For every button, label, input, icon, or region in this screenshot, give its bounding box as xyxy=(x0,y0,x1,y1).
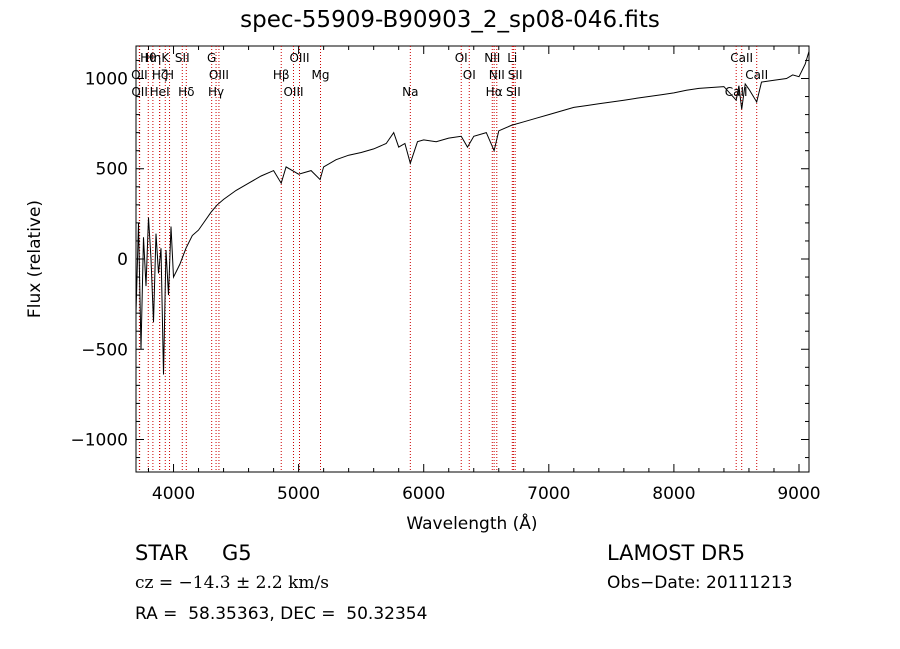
line-marker-label: SII xyxy=(175,51,190,65)
line-marker-label: SII xyxy=(506,85,521,99)
line-marker-label: CaII xyxy=(745,68,768,82)
x-tick-label: 9000 xyxy=(777,484,820,504)
line-marker-label: Mg xyxy=(312,68,330,82)
x-axis-label: Wavelength (Å) xyxy=(406,512,537,534)
line-marker-label: K xyxy=(161,51,170,65)
x-tick-label: 7000 xyxy=(527,484,570,504)
chart-title: spec-55909-B90903_2_sp08-046.fits xyxy=(240,7,660,33)
line-marker-label: OII xyxy=(131,68,148,82)
line-marker-label: Hγ xyxy=(208,85,224,99)
line-marker-label: CaII xyxy=(730,51,753,65)
line-marker-label: NII xyxy=(484,51,500,65)
survey-name: LAMOST DR5 xyxy=(607,541,746,565)
line-marker-label: OIII xyxy=(289,51,309,65)
line-marker-label: Hα xyxy=(486,85,503,99)
line-marker-label: G xyxy=(207,51,216,65)
line-marker-label: OIII xyxy=(209,68,229,82)
line-marker-label: Hδ xyxy=(178,85,194,99)
line-markers xyxy=(138,46,758,472)
object-class: STAR xyxy=(135,541,189,565)
y-axis-label: Flux (relative) xyxy=(25,200,45,318)
line-marker-label: OI xyxy=(463,68,476,82)
x-tick-label: 8000 xyxy=(652,484,695,504)
plot-frame xyxy=(135,45,810,473)
sky-coordinates: RA = 58.35363, DEC = 50.32354 xyxy=(135,604,428,624)
line-marker-label: NII xyxy=(489,68,505,82)
x-tick-label: 6000 xyxy=(402,484,445,504)
y-tick-label: 500 xyxy=(96,160,128,180)
line-marker-label: OI xyxy=(455,51,468,65)
object-subclass: G5 xyxy=(222,541,252,565)
line-marker-label: H xyxy=(165,68,174,82)
y-tick-label: 0 xyxy=(117,250,128,270)
line-marker-label: Na xyxy=(402,85,418,99)
line-marker-label: Li xyxy=(507,51,517,65)
line-marker-label: Hη xyxy=(145,51,162,65)
line-marker-label: OII xyxy=(131,85,148,99)
y-tick-label: 1000 xyxy=(85,69,128,89)
line-marker-label: Hθ xyxy=(140,51,156,65)
line-marker-labels: HθOIIOIIHηHζHeIKHHδSIIOIIIHγGHβOIIIOIIIM… xyxy=(131,51,768,99)
line-marker-label: CaII xyxy=(725,85,748,99)
line-marker-label: Hζ xyxy=(152,68,168,82)
x-tick-label: 5000 xyxy=(277,484,320,504)
redshift-cz: cz = −14.3 ± 2.2 km/s xyxy=(135,573,329,593)
line-marker-label: SII xyxy=(508,68,523,82)
x-axis-ticks: 4000 5000 6000 7000 8000 9000 xyxy=(148,46,821,504)
y-tick-label: −500 xyxy=(81,340,128,360)
observation-date: Obs−Date: 20111213 xyxy=(607,573,793,593)
line-marker-label: Hβ xyxy=(273,68,290,82)
x-tick-label: 4000 xyxy=(152,484,195,504)
line-marker-label: OIII xyxy=(283,85,303,99)
y-tick-label: −1000 xyxy=(70,431,128,451)
y-axis-ticks: −1000 −500 0 500 1000 xyxy=(70,59,809,459)
line-marker-label: HeI xyxy=(150,85,170,99)
spectrum-line xyxy=(135,51,810,375)
